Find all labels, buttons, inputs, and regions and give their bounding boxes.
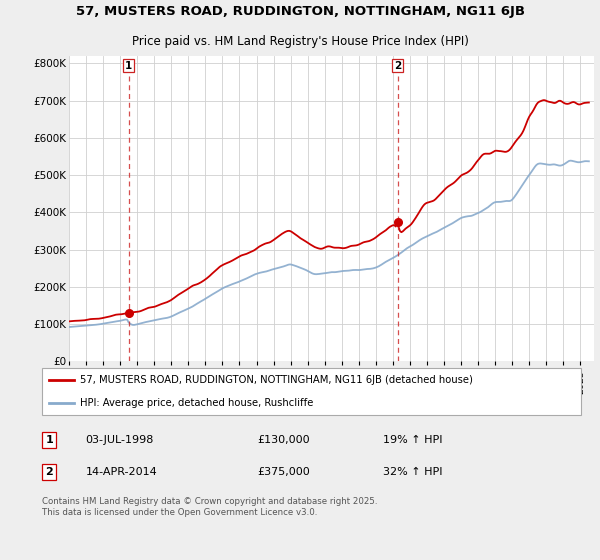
Text: 57, MUSTERS ROAD, RUDDINGTON, NOTTINGHAM, NG11 6JB (detached house): 57, MUSTERS ROAD, RUDDINGTON, NOTTINGHAM… xyxy=(80,375,473,385)
Text: 19% ↑ HPI: 19% ↑ HPI xyxy=(383,435,442,445)
Text: 32% ↑ HPI: 32% ↑ HPI xyxy=(383,466,442,477)
Text: 1: 1 xyxy=(46,435,53,445)
Text: Price paid vs. HM Land Registry's House Price Index (HPI): Price paid vs. HM Land Registry's House … xyxy=(131,35,469,48)
Text: 14-APR-2014: 14-APR-2014 xyxy=(85,466,157,477)
Text: 2: 2 xyxy=(394,60,401,71)
Text: 57, MUSTERS ROAD, RUDDINGTON, NOTTINGHAM, NG11 6JB: 57, MUSTERS ROAD, RUDDINGTON, NOTTINGHAM… xyxy=(76,5,524,18)
Text: 2: 2 xyxy=(46,466,53,477)
Text: £375,000: £375,000 xyxy=(257,466,310,477)
Text: 1: 1 xyxy=(125,60,132,71)
Text: £130,000: £130,000 xyxy=(257,435,310,445)
Text: 03-JUL-1998: 03-JUL-1998 xyxy=(85,435,154,445)
Text: Contains HM Land Registry data © Crown copyright and database right 2025.
This d: Contains HM Land Registry data © Crown c… xyxy=(42,497,377,516)
Text: HPI: Average price, detached house, Rushcliffe: HPI: Average price, detached house, Rush… xyxy=(80,398,313,408)
FancyBboxPatch shape xyxy=(42,368,581,415)
